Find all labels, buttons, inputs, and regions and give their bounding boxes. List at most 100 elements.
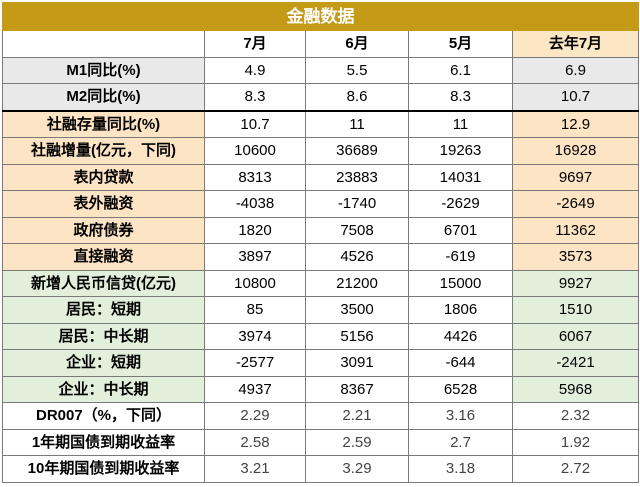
value-cell: -644 — [408, 349, 513, 377]
value-cell: -619 — [408, 243, 513, 271]
value-cell: 8367 — [305, 375, 409, 403]
value-cell: -2421 — [511, 349, 640, 377]
value-cell: 8.3 — [204, 83, 306, 111]
value-cell: 2.72 — [511, 455, 640, 483]
value-cell: 12.9 — [511, 109, 640, 138]
table-row: 新增人民币信贷(亿元) 10800 21200 15000 9927 — [2, 269, 640, 297]
row-label: M1同比(%) — [2, 56, 205, 84]
value-cell: 7508 — [305, 216, 409, 244]
value-cell: 4526 — [305, 243, 409, 271]
value-cell: 1820 — [204, 216, 306, 244]
table-row: 表外融资 -4038 -1740 -2629 -2649 — [2, 190, 640, 218]
table-row: 直接融资 3897 4526 -619 3573 — [2, 243, 640, 271]
table-row: 表内贷款 8313 23883 14031 9697 — [2, 163, 640, 191]
value-cell: 2.7 — [408, 428, 513, 456]
row-label: 表外融资 — [2, 190, 205, 218]
value-cell: 3.21 — [204, 455, 306, 483]
value-cell: 3500 — [305, 296, 409, 324]
row-label: 企业：中长期 — [2, 375, 205, 403]
table-row: 企业：短期 -2577 3091 -644 -2421 — [2, 349, 640, 377]
value-cell: 14031 — [408, 163, 513, 191]
row-label: 新增人民币信贷(亿元) — [2, 269, 205, 297]
value-cell: 11 — [408, 109, 513, 138]
value-cell: 2.58 — [204, 428, 306, 456]
value-cell: 3.18 — [408, 455, 513, 483]
value-cell: 36689 — [305, 137, 409, 165]
value-cell: -4038 — [204, 190, 306, 218]
value-cell: 9927 — [511, 269, 640, 297]
table-title: 金融数据 — [1, 2, 640, 31]
value-cell: 3974 — [204, 322, 306, 350]
value-cell: 1.92 — [511, 428, 640, 456]
value-cell: -2629 — [408, 190, 513, 218]
value-cell: 3091 — [305, 349, 409, 377]
value-cell: 23883 — [305, 163, 409, 191]
value-cell: 5156 — [305, 322, 409, 350]
row-label: 直接融资 — [2, 243, 205, 271]
table-row: 居民：中长期 3974 5156 4426 6067 — [2, 322, 640, 350]
value-cell: 19263 — [408, 137, 513, 165]
row-label: 社融存量同比(%) — [2, 109, 205, 138]
value-cell: -2577 — [204, 349, 306, 377]
table-row: 1年期国债到期收益率 2.58 2.59 2.7 1.92 — [2, 428, 640, 456]
table-body: M1同比(%) 4.9 5.5 6.1 6.9 M2同比(%) 8.3 8.6 8.3 10.7 社… — [2, 56, 640, 483]
header-cell-jul: 7月 — [204, 30, 306, 58]
value-cell: 8313 — [204, 163, 306, 191]
value-cell: 1806 — [408, 296, 513, 324]
table-row: 居民：短期 85 3500 1806 1510 — [2, 296, 640, 324]
row-label: 居民：中长期 — [2, 322, 205, 350]
value-cell: 3897 — [204, 243, 306, 271]
value-cell: 15000 — [408, 269, 513, 297]
value-cell: 10800 — [204, 269, 306, 297]
row-label: 表内贷款 — [2, 163, 205, 191]
value-cell: 3.16 — [408, 402, 513, 430]
value-cell: -2649 — [511, 190, 640, 218]
row-label: 政府债券 — [2, 216, 205, 244]
table-row: 社融存量同比(%) 10.7 11 11 12.9 — [2, 109, 640, 138]
value-cell: 5.5 — [305, 56, 409, 84]
table-row: M1同比(%) 4.9 5.5 6.1 6.9 — [2, 56, 640, 84]
value-cell: 10600 — [204, 137, 306, 165]
value-cell: 6701 — [408, 216, 513, 244]
header-cell-blank — [2, 30, 205, 58]
header-cell-may: 5月 — [408, 30, 513, 58]
table-row: 政府债券 1820 7508 6701 11362 — [2, 216, 640, 244]
value-cell: 1510 — [511, 296, 640, 324]
value-cell: 85 — [204, 296, 306, 324]
row-label: M2同比(%) — [2, 83, 205, 111]
value-cell: 5968 — [511, 375, 640, 403]
value-cell: 2.29 — [204, 402, 306, 430]
table-row: M2同比(%) 8.3 8.6 8.3 10.7 — [2, 83, 640, 111]
title-row: 金融数据 — [1, 2, 640, 31]
header-cell-jun: 6月 — [305, 30, 409, 58]
value-cell: 11362 — [511, 216, 640, 244]
value-cell: 11 — [305, 109, 409, 138]
value-cell: 9697 — [511, 163, 640, 191]
value-cell: 6.1 — [408, 56, 513, 84]
table-row: 企业：中长期 4937 8367 6528 5968 — [2, 375, 640, 403]
value-cell: 16928 — [511, 137, 640, 165]
value-cell: 3573 — [511, 243, 640, 271]
value-cell: 6.9 — [511, 56, 640, 84]
value-cell: 8.3 — [408, 83, 513, 111]
value-cell: 2.32 — [511, 402, 640, 430]
row-label: DR007（%，下同） — [2, 402, 205, 430]
row-label: 居民：短期 — [2, 296, 205, 324]
row-label: 10年期国债到期收益率 — [2, 455, 205, 483]
value-cell: 2.59 — [305, 428, 409, 456]
row-label: 社融增量(亿元，下同) — [2, 137, 205, 165]
value-cell: 4426 — [408, 322, 513, 350]
header-row: 7月 6月 5月 去年7月 — [2, 30, 640, 58]
value-cell: 4937 — [204, 375, 306, 403]
value-cell: 6067 — [511, 322, 640, 350]
value-cell: -1740 — [305, 190, 409, 218]
value-cell: 2.21 — [305, 402, 409, 430]
value-cell: 3.29 — [305, 455, 409, 483]
value-cell: 10.7 — [511, 83, 640, 111]
table-row: DR007（%，下同） 2.29 2.21 3.16 2.32 — [2, 402, 640, 430]
row-label: 1年期国债到期收益率 — [2, 428, 205, 456]
value-cell: 6528 — [408, 375, 513, 403]
table-row: 10年期国债到期收益率 3.21 3.29 3.18 2.72 — [2, 455, 640, 483]
row-label: 企业：短期 — [2, 349, 205, 377]
